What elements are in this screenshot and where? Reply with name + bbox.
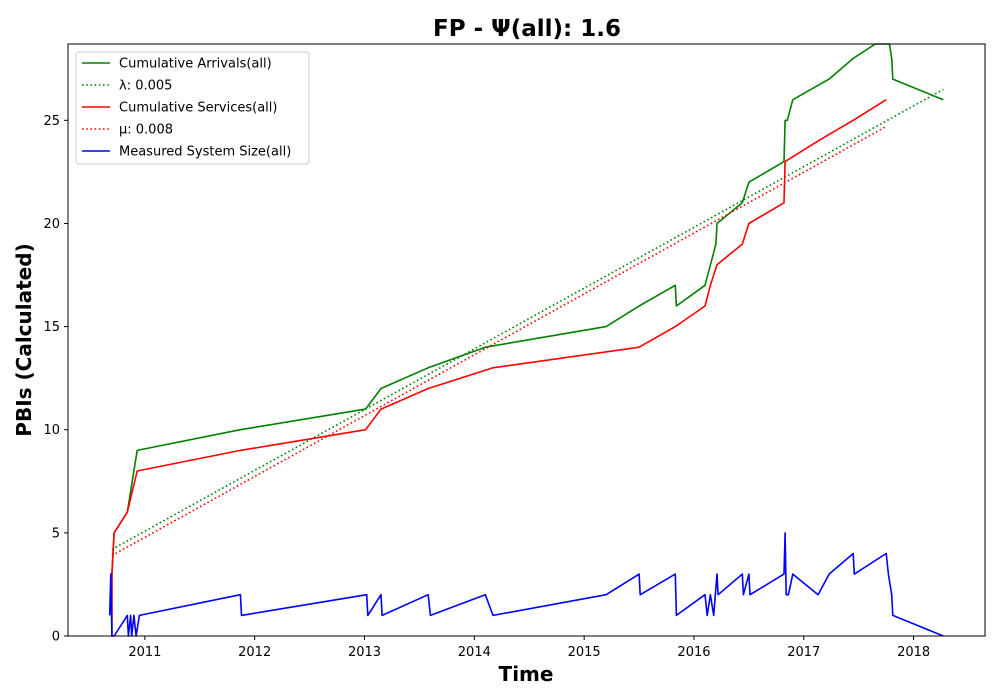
y-tick-label: 10 (43, 423, 60, 438)
x-tick-label: 2016 (677, 645, 710, 660)
y-tick-label: 0 (52, 630, 60, 645)
legend-label: μ: 0.008 (119, 123, 173, 138)
x-tick-label: 2012 (238, 645, 271, 660)
chart-title: FP - Ψ(all): 1.6 (433, 16, 621, 42)
series-line-0-008 (111, 125, 887, 557)
x-tick-label: 2011 (128, 645, 161, 660)
tick-layer: 2011 2012 2013 2014 2015 2016 2017 2018 0 5 10 15 20… (43, 114, 930, 660)
x-axis-label: Time (499, 662, 554, 686)
y-tick-label: 25 (43, 114, 60, 129)
series-line-cumulative-arrivals-all (111, 43, 944, 636)
y-tick-label: 15 (43, 320, 60, 335)
plot-area (67, 43, 986, 637)
legend-label: λ: 0.005 (119, 79, 172, 94)
series-line-cumulative-services-all (111, 99, 887, 636)
series-line-0-005 (111, 88, 944, 551)
series-layer (108, 43, 944, 637)
y-axis-label: PBIs (Calculated) (12, 243, 36, 436)
legend-label: Measured System Size(all) (119, 145, 291, 160)
x-tick-label: 2013 (348, 645, 381, 660)
x-tick-label: 2018 (897, 645, 930, 660)
x-tick-label: 2017 (787, 645, 820, 660)
series-line-measured-system-size-all (108, 532, 944, 637)
legend-frame (75, 51, 310, 165)
x-tick-label: 2015 (568, 645, 601, 660)
y-tick-label: 5 (52, 526, 60, 541)
y-tick-label: 20 (43, 217, 60, 232)
legend-label: Cumulative Services(all) (119, 101, 277, 116)
legend: Cumulative Arrivals(all) λ: 0.005 Cumulati… (75, 51, 310, 165)
x-tick-label: 2014 (458, 645, 491, 660)
legend-label: Cumulative Arrivals(all) (119, 57, 272, 72)
